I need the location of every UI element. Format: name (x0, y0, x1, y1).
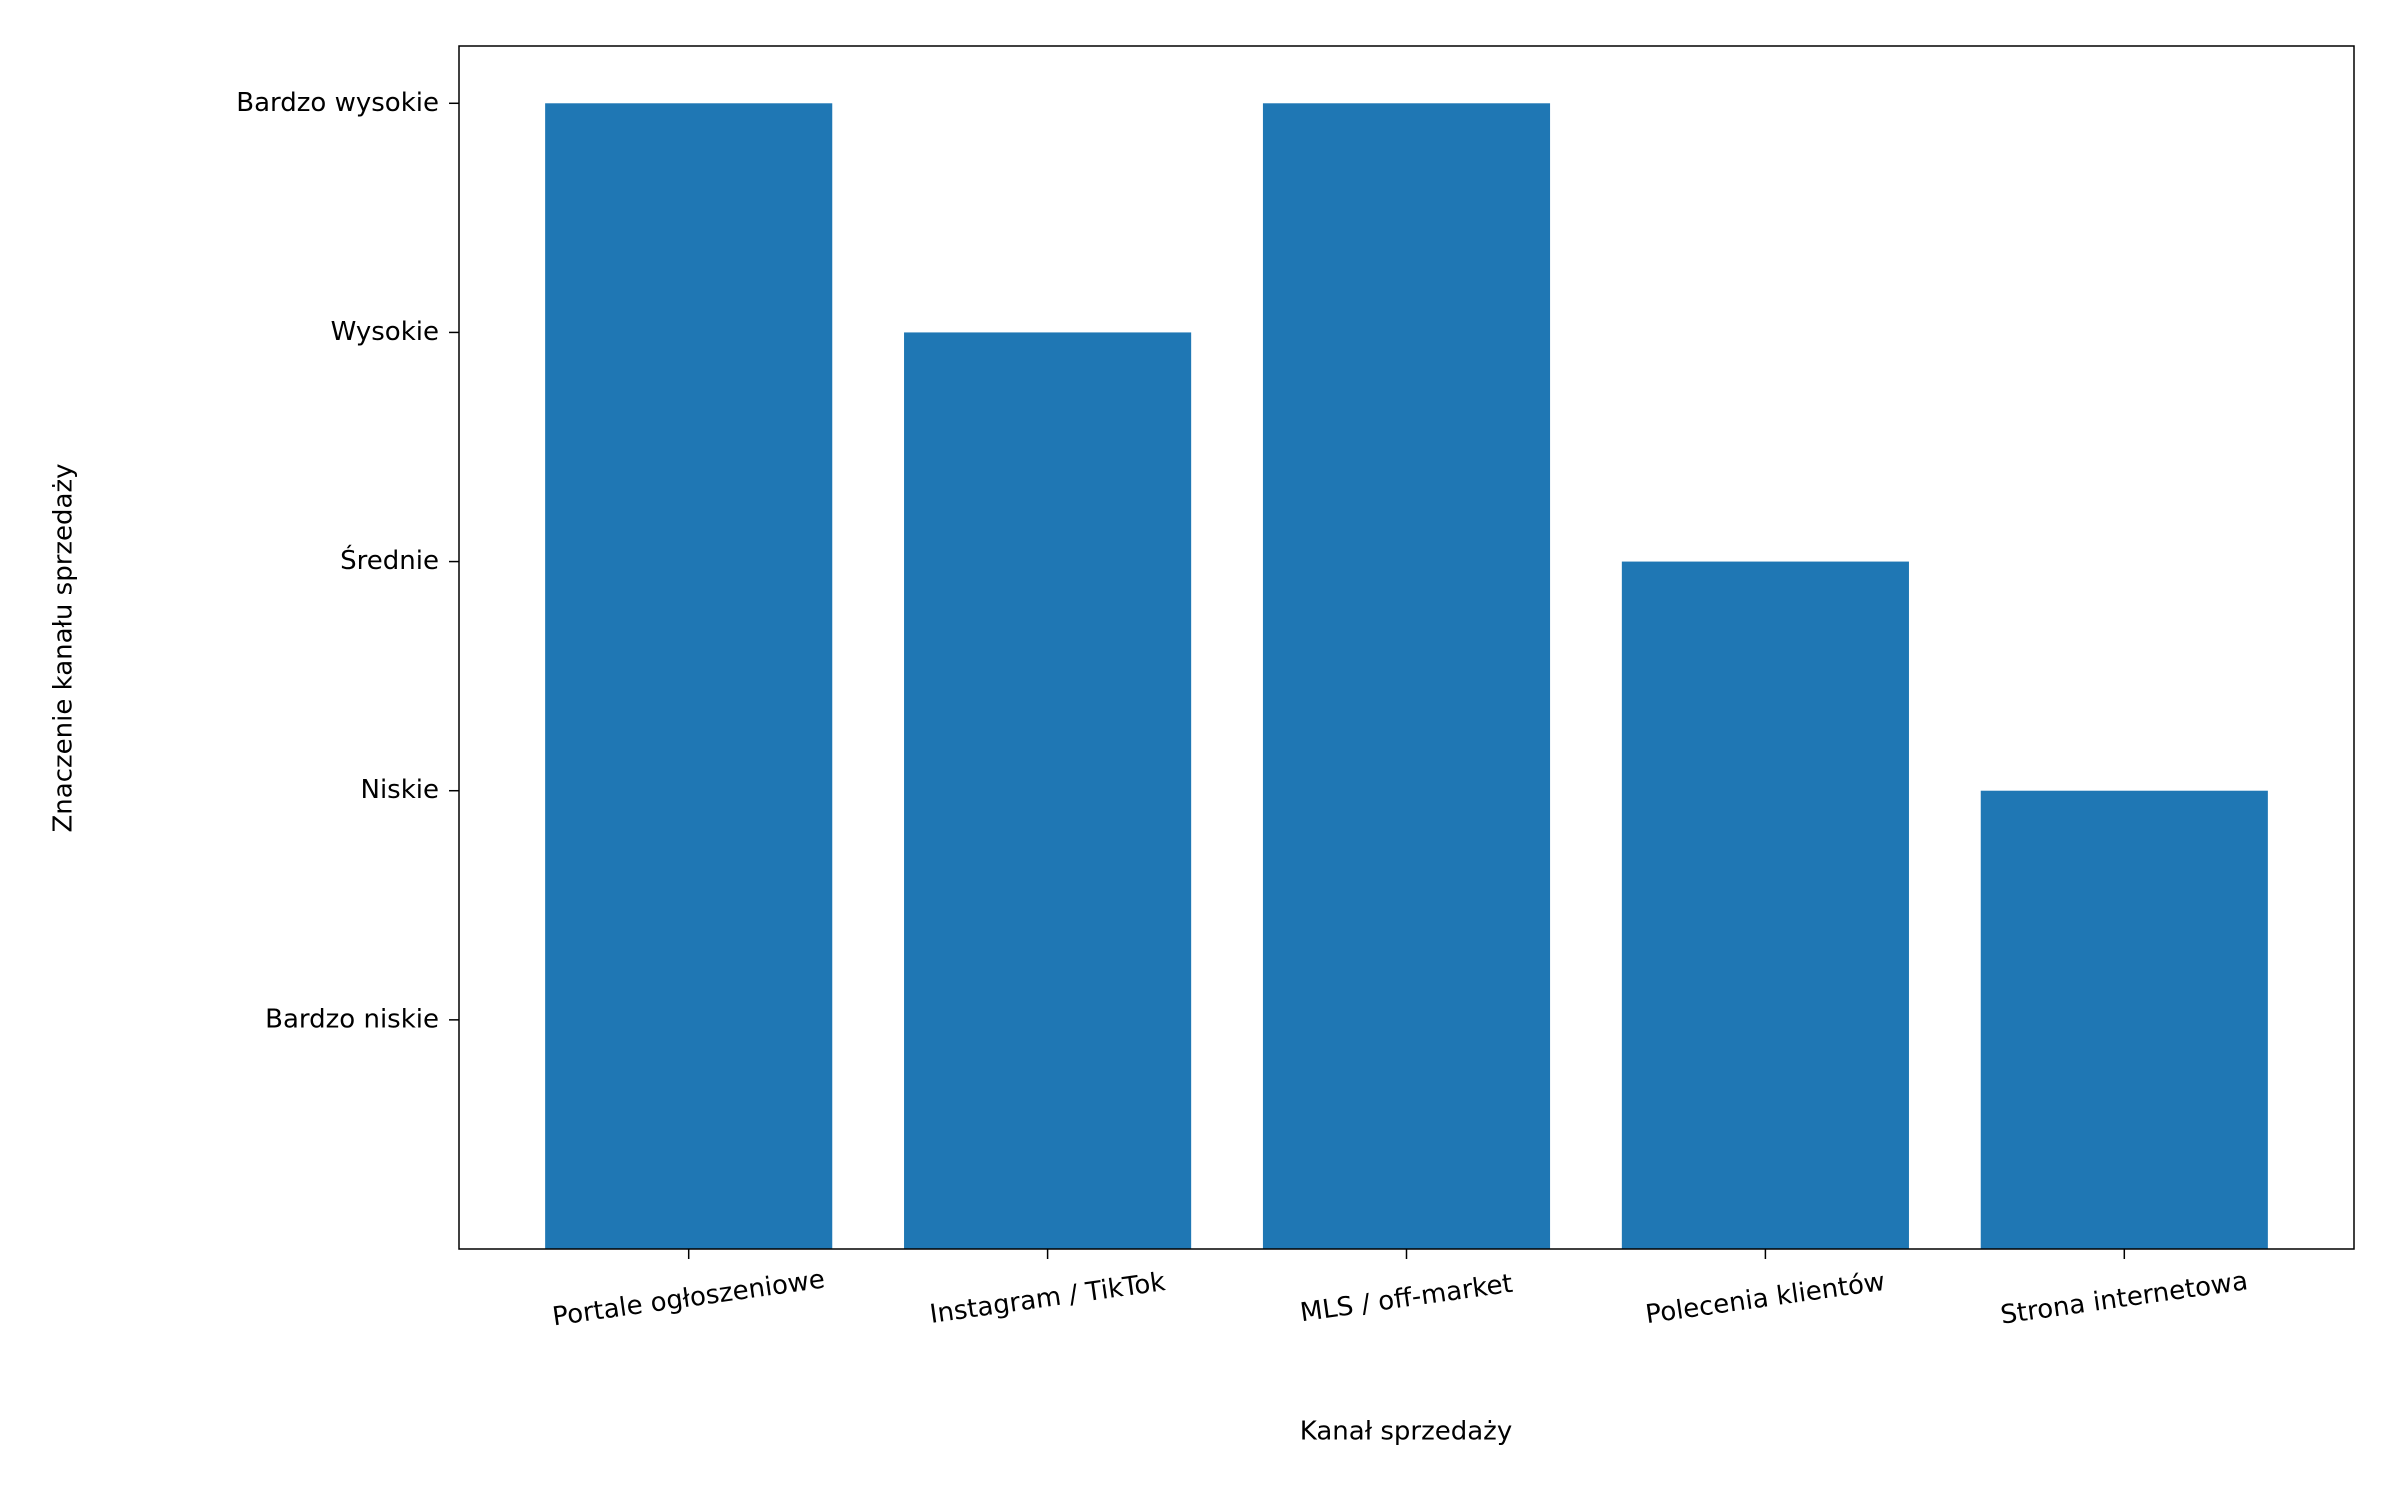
bar (545, 103, 833, 1249)
y-axis-label: Znaczenie kanału sprzedaży (49, 463, 79, 832)
bar (904, 332, 1192, 1249)
x-tick-label: Instagram / TikTok (928, 1267, 1167, 1330)
x-tick-label: Polecenia klientów (1644, 1267, 1887, 1330)
y-tick-label: Średnie (340, 544, 439, 576)
y-tick-label: Wysokie (331, 317, 439, 347)
x-tick-label: MLS / off-market (1298, 1269, 1514, 1329)
bar (1621, 561, 1909, 1249)
x-axis-label: Kanał sprzedaży (1300, 1417, 1512, 1447)
y-tick-label: Bardzo niskie (265, 1004, 439, 1034)
x-tick-label: Portale ogłoszeniowe (551, 1265, 827, 1333)
y-tick-label: Niskie (361, 775, 440, 805)
y-tick-label: Bardzo wysokie (236, 88, 439, 118)
x-tick-label: Strona internetowa (1999, 1266, 2250, 1330)
plot-frame (458, 45, 2355, 1250)
bar (1980, 790, 2268, 1249)
bar (1262, 103, 1551, 1249)
